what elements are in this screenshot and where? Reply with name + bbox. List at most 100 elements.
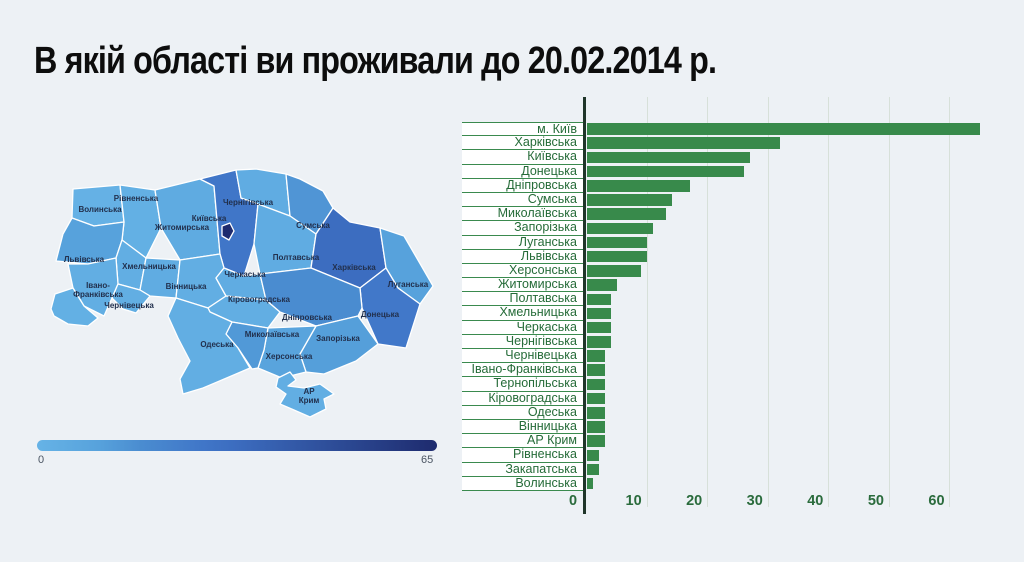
bar-track [587, 221, 1004, 235]
map-label-dnipro: Дніпровська [282, 313, 332, 322]
bar-label: Херсонська [462, 263, 583, 279]
bar-chart: м. Київ Харківська Київська Донецька Дніпров… [462, 97, 1010, 527]
bar-label: Івано-Франківська [462, 362, 583, 378]
chart-row: Одеська [462, 405, 1004, 420]
region-kyiv-city [221, 222, 235, 241]
bar-label: Чернівецька [462, 348, 583, 364]
bar [587, 321, 612, 334]
color-scale-legend [37, 440, 437, 451]
bar [587, 208, 666, 220]
bar-track [587, 207, 1004, 221]
bar-track [587, 306, 1004, 320]
bar-label: Закапатська [462, 462, 583, 477]
bar-track [587, 349, 1004, 363]
bar-label: Волинська [462, 476, 583, 491]
bar-track [587, 165, 1004, 179]
bar-label: Чернігівська [462, 334, 583, 349]
map-label-ivano-1: Івано- [86, 281, 110, 290]
map-label-crimea-2: Крим [299, 396, 320, 405]
bar-label: Полтавська [462, 291, 583, 307]
bar-track [587, 463, 1004, 477]
bar-track [587, 122, 1004, 136]
chart-x-axis-ticks: 0 10 20 30 40 50 60 [569, 493, 1004, 513]
gridline [888, 97, 890, 507]
map-label-volyn: Волинська [78, 205, 122, 214]
region-chernivtsi [111, 283, 151, 314]
bar-track [587, 335, 1004, 349]
bar [587, 123, 980, 135]
bar-track [587, 193, 1004, 207]
bar [587, 250, 648, 263]
chart-gridlines [586, 97, 1004, 507]
gridline [767, 97, 769, 507]
bar [587, 392, 606, 405]
chart-row: Черкаська [462, 320, 1004, 335]
gridline [646, 97, 648, 507]
bar-label: Миколаївська [462, 206, 583, 222]
region-khmelnytsky [139, 257, 181, 299]
map-label-odesa: Одеська [200, 340, 234, 349]
bar [587, 364, 606, 376]
bar-track [587, 136, 1004, 150]
bar-track [587, 377, 1004, 391]
chart-row: Луганська [462, 235, 1004, 250]
bar [587, 293, 612, 306]
bar-track [587, 363, 1004, 377]
bar-label: Житомирська [462, 277, 583, 293]
x-tick-label: 0 [568, 493, 578, 509]
bar-label: Кіровоградська [462, 391, 583, 406]
chart-row: Херсонська [462, 263, 1004, 279]
chart-row: Дніпровська [462, 178, 1004, 193]
bar [587, 222, 654, 235]
chart-row: Кіровоградська [462, 391, 1004, 406]
bar-track [587, 179, 1004, 193]
x-tick-label: 60 [928, 493, 945, 509]
bar-track [587, 406, 1004, 420]
bar-label: Донецька [462, 164, 583, 179]
map-label-donetsk: Донецька [361, 310, 400, 319]
bar-track [587, 434, 1004, 448]
bar-label: Львівська [462, 249, 583, 264]
bar-label: Хмельницька [462, 305, 583, 321]
bar-track [587, 321, 1004, 335]
map-label-poltava: Полтавська [273, 253, 320, 262]
bar-label: Рівненська [462, 447, 583, 463]
map-label-kirovohrad: Кіровоградська [228, 295, 291, 304]
bar [587, 477, 594, 490]
bar-label: Запорізька [462, 220, 583, 236]
map-label-ivano-2: Франківська [73, 290, 123, 299]
chart-row: Чернігівська [462, 334, 1004, 349]
bar-label: Черкаська [462, 320, 583, 335]
bar [587, 265, 642, 277]
map-label-kherson: Херсонська [266, 352, 313, 361]
map-label-luhansk: Луганська [388, 280, 429, 289]
slide-background: В якій області ви проживали до 20.02.201… [0, 0, 1024, 562]
bar-label: Тернопільська [462, 376, 583, 392]
map-label-mykolaiv: Миколаївська [245, 330, 300, 339]
map-label-khmelnytsky: Хмельницька [122, 262, 176, 271]
chart-y-axis-line [583, 97, 586, 514]
bar-track [587, 264, 1004, 278]
map-label-zaporizhia: Запорізька [316, 334, 360, 343]
chart-row: Сумська [462, 192, 1004, 208]
bar-track [587, 250, 1004, 264]
map-label-cherkasy: Черкаська [224, 270, 266, 279]
region-zakarpattia [50, 287, 99, 327]
chart-row: Закапатська [462, 462, 1004, 477]
chart-row: Чернівецька [462, 348, 1004, 364]
bar-label: Вінницька [462, 419, 583, 435]
bar [587, 279, 618, 291]
chart-row: АР Крим [462, 433, 1004, 449]
region-odesa [167, 297, 251, 395]
bar-track [587, 236, 1004, 250]
chart-row: Київська [462, 149, 1004, 165]
chart-row: Миколаївська [462, 206, 1004, 222]
chart-row: Житомирська [462, 277, 1004, 293]
region-crimea [275, 371, 335, 418]
map-label-kharkiv: Харківська [332, 263, 376, 272]
chart-row: м. Київ [462, 122, 1004, 137]
x-tick-label: 10 [625, 493, 642, 509]
page-title: В якій області ви проживали до 20.02.201… [34, 40, 717, 82]
legend-min-label: 0 [38, 454, 45, 466]
